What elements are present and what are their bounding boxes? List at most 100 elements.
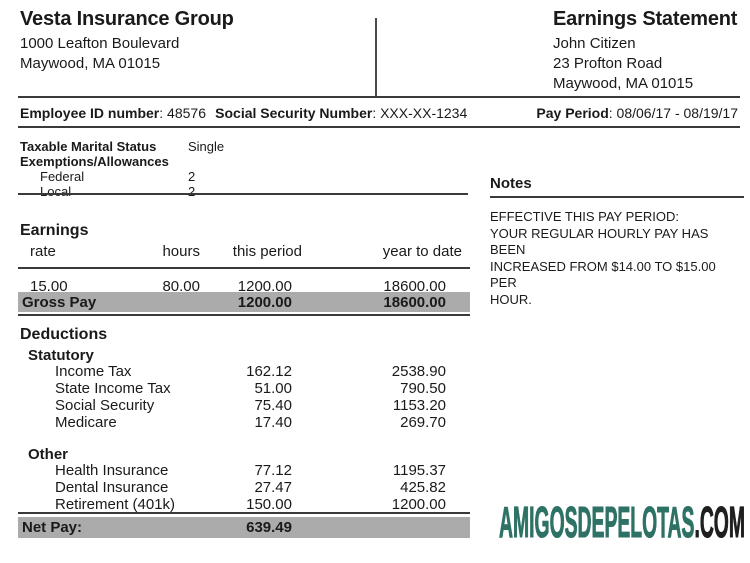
deduction-ytd: 1153.20 xyxy=(392,397,446,414)
tax-info-block: Taxable Marital Status Single Exemptions… xyxy=(20,139,224,199)
deduction-this-period: 51.00 xyxy=(254,380,292,397)
employee-name: John Citizen xyxy=(553,35,636,52)
earnings-data-row: 15.00 80.00 1200.00 18600.00 xyxy=(18,278,470,295)
notes-body: EFFECTIVE THIS PAY PERIOD: YOUR REGULAR … xyxy=(490,209,744,308)
company-address-block: Vesta Insurance Group 1000 Leafton Boule… xyxy=(20,8,234,74)
deduction-this-period: 27.47 xyxy=(254,479,292,496)
local-value: 2 xyxy=(188,184,196,199)
pay-period-value: : 08/06/17 - 08/19/17 xyxy=(608,105,738,121)
deduction-row-income-tax: Income Tax 162.12 2538.90 xyxy=(18,363,470,380)
gross-pay-label: Gross Pay xyxy=(22,293,97,311)
header-vertical-divider xyxy=(375,18,377,97)
earnings-rate: 15.00 xyxy=(30,278,68,295)
employee-id-label: Employee ID number xyxy=(20,105,160,121)
deduction-label: Medicare xyxy=(55,414,117,431)
earnings-ytd: 18600.00 xyxy=(383,278,446,295)
earnings-hours: 80.00 xyxy=(162,278,200,295)
deduction-ytd: 269.70 xyxy=(400,414,446,431)
deduction-this-period: 77.12 xyxy=(254,462,292,479)
gross-pay-this-period: 1200.00 xyxy=(237,293,292,311)
deduction-row-retirement-401k: Retirement (401k) 150.00 1200.00 xyxy=(18,496,470,513)
marital-status-label: Taxable Marital Status xyxy=(20,139,157,154)
deduction-row-state-income-tax: State Income Tax 51.00 790.50 xyxy=(18,380,470,397)
employee-id: Employee ID number: 48576 xyxy=(18,105,206,121)
net-pay-label: Net Pay: xyxy=(22,519,83,536)
employee-address-line2: Maywood, MA 01015 xyxy=(553,75,694,92)
earnings-header-this-period: this period xyxy=(232,243,302,260)
watermark-site-text: AMIGOSDEPELOTAS xyxy=(499,497,695,547)
horizontal-rule-info-bottom xyxy=(18,126,740,128)
net-pay-value: 639.49 xyxy=(246,519,292,536)
earnings-header-rate: rate xyxy=(30,243,56,260)
federal-allowance-row: Federal 2 xyxy=(20,169,224,184)
net-pay-bar: Net Pay: 639.49 xyxy=(18,517,470,538)
earnings-this-period: 1200.00 xyxy=(237,278,292,295)
exemptions-label: Exemptions/Allowances xyxy=(20,154,169,169)
horizontal-rule-top xyxy=(18,96,740,98)
marital-status-value: Single xyxy=(188,139,225,154)
company-address-line1: 1000 Leafton Boulevard xyxy=(20,35,180,52)
earnings-table: rate hours this period year to date 15.0… xyxy=(18,243,470,295)
employee-address-line1: 23 Profton Road xyxy=(553,55,663,72)
deduction-row-health-insurance: Health Insurance 77.12 1195.37 xyxy=(18,462,470,479)
deduction-label: State Income Tax xyxy=(55,380,171,397)
horizontal-rule-gross-bottom xyxy=(18,314,470,316)
notes-line: INCREASED FROM $14.00 TO $15.00 PER xyxy=(490,258,716,291)
deduction-ytd: 1200.00 xyxy=(391,496,446,513)
deduction-ytd: 790.50 xyxy=(400,380,446,397)
earnings-section-title: Earnings xyxy=(20,222,89,239)
deduction-row-dental-insurance: Dental Insurance 27.47 425.82 xyxy=(18,479,470,496)
deduction-this-period: 162.12 xyxy=(246,363,292,380)
marital-status-row: Taxable Marital Status Single xyxy=(20,139,224,154)
statutory-deductions-list: Income Tax 162.12 2538.90 State Income T… xyxy=(18,363,470,431)
watermark: AMIGOSDEPELOTAS.COM xyxy=(499,497,745,548)
deductions-section-title: Deductions xyxy=(20,326,108,343)
deduction-label: Health Insurance xyxy=(55,462,169,479)
statement-title: Earnings Statement xyxy=(553,8,738,30)
federal-label: Federal xyxy=(40,169,85,184)
deduction-row-medicare: Medicare 17.40 269.70 xyxy=(18,414,470,431)
statutory-group-title: Statutory xyxy=(28,347,94,364)
company-address-line2: Maywood, MA 01015 xyxy=(20,55,161,72)
pay-period: Pay Period: 08/06/17 - 08/19/17 xyxy=(536,105,740,121)
federal-value: 2 xyxy=(188,169,196,184)
gross-pay-ytd: 18600.00 xyxy=(383,293,446,311)
employee-id-value: : 48576 xyxy=(159,105,206,121)
other-deductions-list: Health Insurance 77.12 1195.37 Dental In… xyxy=(18,462,470,513)
deduction-this-period: 150.00 xyxy=(246,496,292,513)
deduction-ytd: 425.82 xyxy=(400,479,446,496)
notes-line: EFFECTIVE THIS PAY PERIOD: xyxy=(490,209,680,224)
ssn-label: Social Security Number xyxy=(215,105,373,121)
gross-pay-bar: Gross Pay 1200.00 18600.00 xyxy=(18,292,470,312)
deduction-this-period: 17.40 xyxy=(254,414,292,431)
earnings-header-ytd: year to date xyxy=(382,243,462,260)
deduction-label: Retirement (401k) xyxy=(55,496,176,513)
horizontal-rule-net-top xyxy=(18,512,470,514)
local-label: Local xyxy=(40,184,72,199)
other-group-title: Other xyxy=(28,446,69,463)
company-name: Vesta Insurance Group xyxy=(20,8,234,30)
deduction-this-period: 75.40 xyxy=(254,397,292,414)
deduction-ytd: 1195.37 xyxy=(392,462,446,479)
earnings-header-row: rate hours this period year to date xyxy=(18,243,470,269)
deduction-row-social-security: Social Security 75.40 1153.20 xyxy=(18,397,470,414)
pay-period-label: Pay Period xyxy=(536,105,609,121)
horizontal-rule-tax-bottom xyxy=(18,193,468,195)
ssn: Social Security Number: XXX-XX-1234 xyxy=(215,105,527,121)
watermark-tld-text: .COM xyxy=(694,497,745,547)
deduction-label: Income Tax xyxy=(55,363,132,380)
deduction-ytd: 2538.90 xyxy=(391,363,446,380)
employee-info-bar: Employee ID number: 48576 Social Securit… xyxy=(18,102,740,124)
deduction-label: Social Security xyxy=(55,397,155,414)
notes-line: HOUR. xyxy=(490,291,532,307)
exemptions-row: Exemptions/Allowances xyxy=(20,154,224,169)
local-allowance-row: Local 2 xyxy=(20,184,224,199)
earnings-header-hours: hours xyxy=(162,243,200,260)
deduction-label: Dental Insurance xyxy=(55,479,169,496)
employee-address-block: Earnings Statement John Citizen 23 Proft… xyxy=(553,8,737,94)
ssn-value: : XXX-XX-1234 xyxy=(372,105,468,121)
notes-title: Notes xyxy=(490,175,744,198)
notes-line: YOUR REGULAR HOURLY PAY HAS BEEN xyxy=(490,225,709,258)
notes-section: Notes EFFECTIVE THIS PAY PERIOD: YOUR RE… xyxy=(490,175,744,308)
